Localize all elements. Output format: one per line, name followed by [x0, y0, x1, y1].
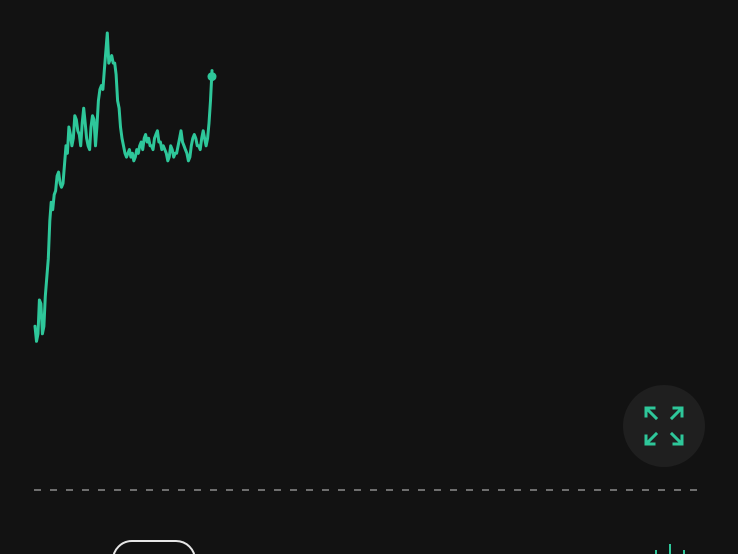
selected-timeframe-pill[interactable]	[112, 540, 196, 554]
expand-arrows-icon	[644, 406, 684, 446]
last-price-dot	[207, 72, 217, 82]
candlestick-icon	[655, 544, 685, 554]
price-line	[33, 31, 214, 343]
expand-chart-button[interactable]	[623, 385, 705, 467]
chart-type-toggle[interactable]	[650, 543, 690, 554]
